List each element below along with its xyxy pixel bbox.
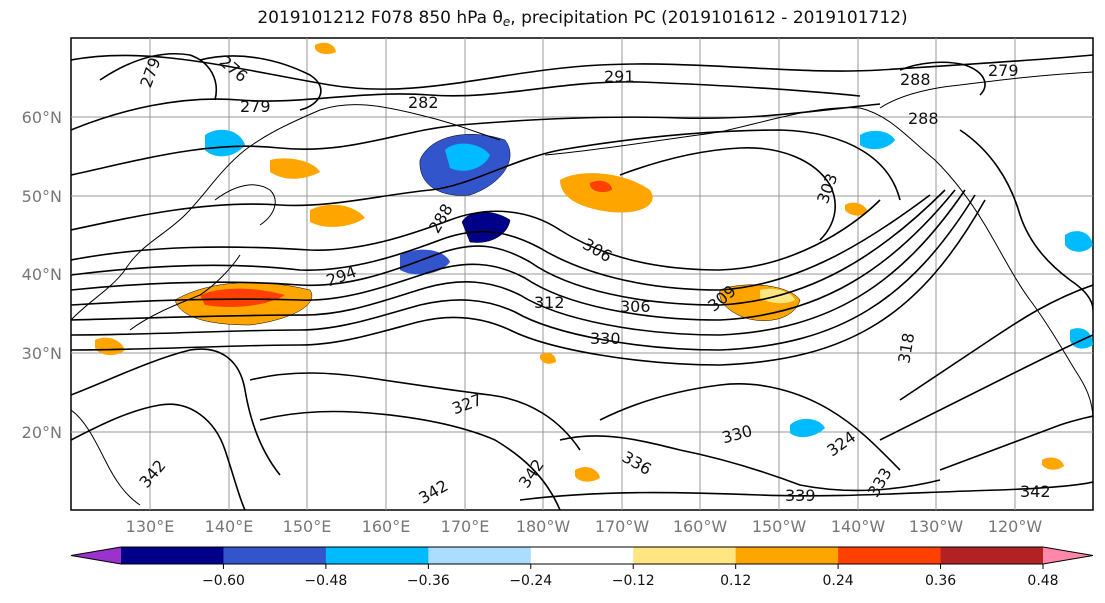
contour-label: 288 bbox=[900, 70, 931, 89]
colorbar-tick-label: 0.12 bbox=[720, 573, 751, 589]
precip-patch-pos bbox=[95, 337, 125, 356]
lat-tick-label: 20°N bbox=[22, 423, 62, 442]
precip-patch-neg bbox=[1065, 231, 1093, 252]
precip-shading bbox=[95, 42, 1093, 482]
graticule bbox=[71, 38, 1093, 510]
precip-patch-neg bbox=[860, 130, 895, 150]
longitude-axis: 130°E 140°E 150°E 160°E 170°E 180°W 170°… bbox=[126, 517, 1043, 536]
contour-label: 306 bbox=[620, 297, 651, 316]
lon-tick-label: 170°E bbox=[441, 517, 490, 536]
lon-tick-label: 150°E bbox=[283, 517, 332, 536]
title-prefix: 2019101212 F078 850 hPa θ bbox=[257, 8, 503, 28]
lat-tick-label: 60°N bbox=[22, 108, 62, 127]
colorbar-segment bbox=[735, 547, 839, 564]
colorbar-segment bbox=[530, 547, 634, 564]
precip-patch-pos bbox=[1042, 457, 1064, 470]
colorbar-segment bbox=[940, 547, 1044, 564]
contour-label: 288 bbox=[908, 109, 939, 128]
contour-label: 312 bbox=[534, 293, 565, 312]
colorbar-segment bbox=[325, 547, 429, 564]
colorbar-tick-label: −0.24 bbox=[509, 573, 552, 589]
colorbar-extension-high bbox=[1043, 547, 1093, 564]
colorbar-tick-label: 0.24 bbox=[823, 573, 854, 589]
precip-patch-pos bbox=[560, 173, 653, 213]
colorbar-segment bbox=[223, 547, 327, 564]
precip-patch-pos bbox=[270, 158, 320, 179]
colorbar-segment bbox=[428, 547, 532, 564]
colorbar: −0.60 −0.48 −0.36 −0.24 −0.12 0.12 0.24 0.36 0.4… bbox=[70, 546, 1094, 589]
colorbar-tick-label: −0.48 bbox=[304, 573, 347, 589]
lon-tick-label: 130°E bbox=[126, 517, 175, 536]
colorbar-tick-label: −0.60 bbox=[202, 573, 245, 589]
lat-tick-label: 40°N bbox=[22, 265, 62, 284]
lon-tick-label: 140°W bbox=[831, 517, 886, 536]
contour-label: 330 bbox=[590, 329, 621, 348]
precip-patch-pos bbox=[845, 202, 868, 216]
contour-label: 279 bbox=[988, 61, 1019, 80]
title-subscript: e bbox=[502, 15, 511, 29]
colorbar-segment bbox=[838, 547, 942, 564]
precip-patch-pos bbox=[315, 42, 336, 55]
contour-label: 291 bbox=[604, 67, 635, 86]
precip-patch-strong-pos bbox=[200, 288, 285, 307]
colorbar-tick-label: 0.36 bbox=[925, 573, 956, 589]
lon-tick-label: 160°W bbox=[673, 517, 728, 536]
precip-patch-strong-pos bbox=[590, 180, 612, 193]
colorbar-outline bbox=[70, 546, 1094, 565]
precip-patch-neg bbox=[445, 143, 490, 171]
contour-label: 282 bbox=[408, 93, 439, 112]
title-suffix: , precipitation PC (2019101612 - 2019101… bbox=[510, 8, 908, 28]
latitude-axis: 60°N 50°N 40°N 30°N 20°N bbox=[22, 108, 62, 442]
contour-label: 339 bbox=[785, 486, 816, 505]
theta-e-contours bbox=[71, 52, 1093, 510]
colorbar-tick-label: 0.48 bbox=[1027, 573, 1058, 589]
precip-patch-pos bbox=[310, 204, 365, 227]
contour-label: 342 bbox=[1020, 482, 1051, 501]
lat-tick-label: 50°N bbox=[22, 187, 62, 206]
colorbar-segment bbox=[121, 547, 224, 564]
precip-patch-pos bbox=[540, 352, 556, 364]
contour-label: 279 bbox=[240, 97, 271, 116]
precip-patch-pos bbox=[575, 467, 600, 482]
colorbar-tick-label: −0.12 bbox=[612, 573, 655, 589]
precip-patch-neg bbox=[790, 418, 825, 438]
precip-patch-neg bbox=[400, 249, 450, 275]
lon-tick-label: 160°E bbox=[362, 517, 411, 536]
lon-tick-label: 120°W bbox=[988, 517, 1043, 536]
lon-tick-label: 180°W bbox=[516, 517, 571, 536]
lat-tick-label: 30°N bbox=[22, 344, 62, 363]
plot-title: 2019101212 F078 850 hPa θe, precipitatio… bbox=[0, 8, 1105, 29]
colorbar-tick-label: −0.36 bbox=[407, 573, 450, 589]
colorbar-segment bbox=[633, 547, 737, 564]
precip-patch-neg bbox=[205, 129, 245, 157]
lon-tick-label: 170°W bbox=[595, 517, 650, 536]
lon-tick-label: 130°W bbox=[909, 517, 964, 536]
lon-tick-label: 150°W bbox=[752, 517, 807, 536]
lon-tick-label: 140°E bbox=[205, 517, 254, 536]
colorbar-extension-low bbox=[71, 547, 121, 564]
